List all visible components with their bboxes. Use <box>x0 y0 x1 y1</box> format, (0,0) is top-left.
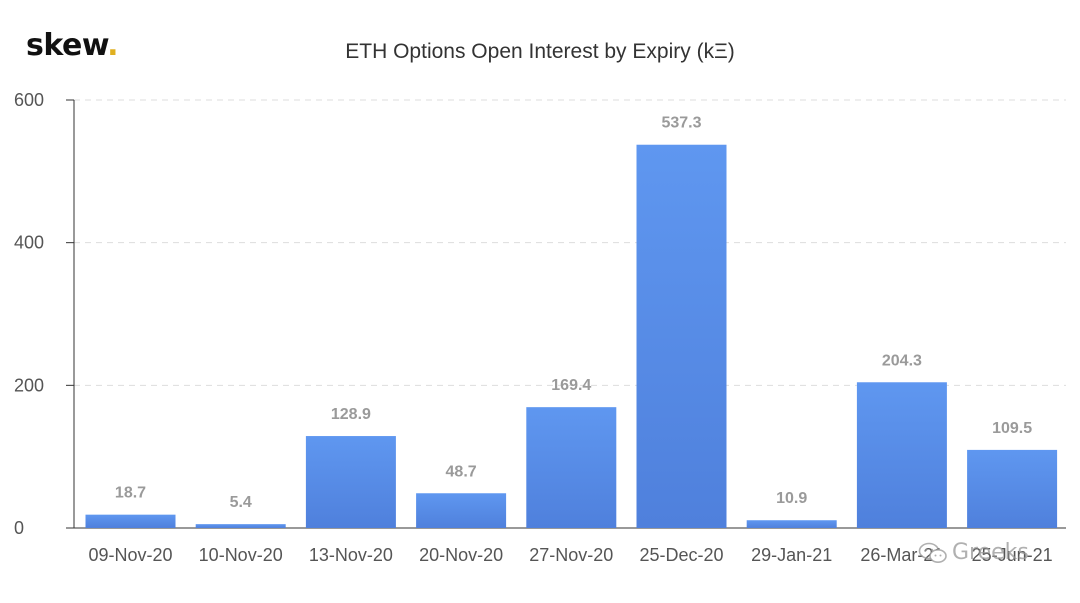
y-tick-label: 200 <box>14 375 44 395</box>
y-tick-label: 400 <box>14 233 44 253</box>
bar-09-Nov-20 <box>85 514 176 528</box>
data-label: 5.4 <box>230 494 252 511</box>
bar-29-Jan-21 <box>746 520 837 528</box>
x-tick-label: 27-Nov-20 <box>529 545 613 565</box>
watermark-text: Greeks <box>952 540 1029 565</box>
gridlines <box>74 99 1066 386</box>
data-label: 204.3 <box>882 352 922 369</box>
data-label: 48.7 <box>446 463 477 480</box>
data-label: 109.5 <box>992 420 1032 437</box>
bar-25-Dec-20 <box>636 144 727 528</box>
data-label: 169.4 <box>551 377 591 394</box>
x-tick-label: 25-Dec-20 <box>639 545 723 565</box>
chart-title: ETH Options Open Interest by Expiry (kΞ) <box>345 40 735 63</box>
x-tick-label: 20-Nov-20 <box>419 545 503 565</box>
x-tick-label: 13-Nov-20 <box>309 545 393 565</box>
data-label: 537.3 <box>661 115 701 132</box>
bar-20-Nov-20 <box>416 493 507 528</box>
data-label: 18.7 <box>115 485 146 502</box>
x-tick-label: 10-Nov-20 <box>199 545 283 565</box>
bars <box>85 144 1058 528</box>
bar-27-Nov-20 <box>526 407 617 528</box>
logo-dot: . <box>107 28 119 63</box>
bar-10-Nov-20 <box>195 524 286 528</box>
x-tick-label: 09-Nov-20 <box>88 545 172 565</box>
wechat-icon <box>918 542 947 563</box>
data-label: 10.9 <box>776 490 807 507</box>
logo-text: skew <box>26 28 108 63</box>
data-labels: 18.7 5.4 128.9 48.7 169.4 537.3 10.9 204.3 109.5 <box>115 115 1032 511</box>
y-tick-label: 0 <box>14 518 24 538</box>
bar-26-Mar-21 <box>856 382 947 528</box>
data-label: 128.9 <box>331 406 371 423</box>
x-tick-label: 29-Jan-21 <box>751 545 832 565</box>
bar-25-Jun-21 <box>967 449 1058 528</box>
x-tick-label: 26-Mar-21 <box>860 545 943 565</box>
bar-13-Nov-20 <box>305 436 396 528</box>
x-tick-labels: 09-Nov-20 10-Nov-20 13-Nov-20 20-Nov-20 27-N… <box>88 545 1052 565</box>
wechat-watermark: Greeks <box>918 540 1029 565</box>
skew-logo: skew. <box>26 28 119 63</box>
y-tick-labels: 0 200 400 600 <box>14 90 44 538</box>
y-tick-label: 600 <box>14 90 44 110</box>
x-tick-label: 25-Jun-21 <box>972 545 1053 565</box>
